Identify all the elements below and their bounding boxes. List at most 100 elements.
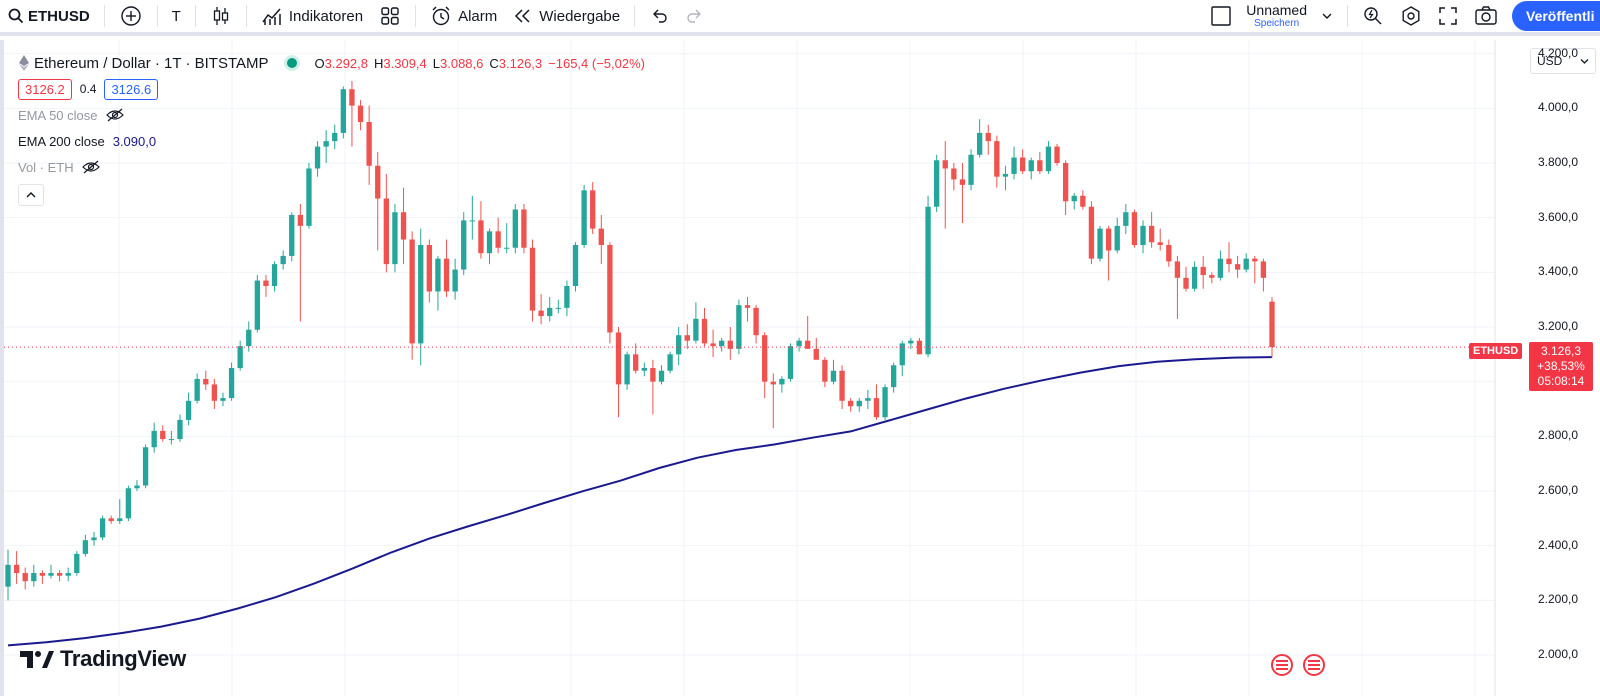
candle-body (684, 335, 690, 341)
candle-body (125, 488, 132, 519)
candle-bearish (873, 384, 880, 420)
candle-bearish (822, 357, 828, 388)
candle-body (349, 89, 355, 106)
bid-ask-row: 3126.2 0.4 3126.6 (18, 76, 645, 102)
candle-bullish (581, 184, 587, 248)
candle-body (959, 179, 966, 185)
candle-bullish (658, 365, 665, 385)
candle-bullish (796, 337, 802, 352)
collapse-legend-button[interactable] (18, 184, 44, 206)
us-event-flag-icon[interactable] (1271, 654, 1293, 676)
layout-menu-button[interactable] (1313, 0, 1341, 32)
quick-search-button[interactable] (1354, 0, 1392, 32)
interval-button[interactable]: T (164, 0, 189, 32)
plus-circle-icon (120, 6, 141, 26)
candle-bearish (650, 359, 656, 415)
buy-price-button[interactable]: 3126.6 (104, 78, 159, 100)
candle-body (160, 430, 166, 440)
candle-bearish (1200, 255, 1206, 289)
top-toolbar: ETHUSD T Indikatoren Alarm Wiedergabe Un… (0, 0, 1600, 36)
candle-bearish (727, 327, 733, 360)
candle-bearish (495, 217, 501, 254)
gear-icon (1402, 6, 1420, 26)
price-chart[interactable] (4, 40, 1600, 696)
candle-body (1028, 160, 1034, 172)
toolbar-right-group: Unnamed Speichern Veröffentli (1202, 0, 1600, 32)
candle-bullish (882, 384, 888, 420)
candle-bearish (1252, 255, 1258, 284)
layout-select-button[interactable] (1202, 0, 1240, 32)
layout-name[interactable]: Unnamed Speichern (1246, 3, 1307, 29)
candle-bearish (1183, 266, 1189, 292)
compare-symbol-button[interactable] (111, 0, 151, 32)
replay-label: Wiedergabe (539, 7, 621, 25)
redo-button[interactable] (677, 0, 713, 32)
alert-button[interactable]: Alarm (422, 0, 505, 32)
candle-bearish (1131, 209, 1138, 248)
candle-body (779, 378, 785, 385)
candle-body (701, 318, 708, 344)
candle-bullish (5, 549, 11, 601)
candle-body (246, 329, 252, 347)
candle-body (873, 398, 880, 418)
candle-body (478, 220, 484, 254)
candle-bullish (624, 351, 630, 390)
ema200-legend-row[interactable]: EMA 200 close 3.090,0 (18, 128, 645, 154)
candle-bearish (400, 187, 407, 265)
candle-body (400, 212, 407, 240)
publish-button[interactable]: Veröffentli (1512, 1, 1600, 31)
currency-select[interactable]: USD (1530, 48, 1596, 74)
settings-button[interactable] (1392, 0, 1430, 32)
symbol-search-button[interactable]: ETHUSD (0, 0, 98, 32)
candle-body (951, 168, 957, 180)
candle-bullish (925, 195, 931, 358)
sell-price-button[interactable]: 3126.2 (18, 78, 72, 100)
replay-button[interactable]: Wiedergabe (505, 0, 628, 32)
ema50-legend-row[interactable]: EMA 50 close (18, 102, 645, 128)
candle-body (461, 220, 467, 270)
symbol-title[interactable]: Ethereum / Dollar · 1T · BITSTAMP (34, 54, 269, 72)
candle-body (529, 247, 536, 311)
candle-body (693, 318, 699, 341)
candle-bearish (762, 332, 768, 399)
candle-bullish (392, 204, 398, 273)
candle-body (890, 365, 897, 388)
price-tick-label: 2.800,0 (1538, 428, 1579, 443)
volume-legend-row[interactable]: Vol · ETH (18, 154, 645, 180)
candle-bearish (409, 231, 415, 360)
candle-bullish (314, 141, 321, 177)
eye-hidden-icon[interactable] (81, 160, 100, 174)
candle-body (658, 370, 665, 382)
candle-bearish (22, 567, 28, 590)
candle-body (469, 220, 475, 222)
candle-bullish (908, 337, 914, 349)
candle-body (1269, 301, 1275, 348)
chart-pane[interactable]: Ethereum / Dollar · 1T · BITSTAMP O3.292… (0, 40, 1600, 696)
eye-hidden-icon[interactable] (105, 108, 124, 122)
candle-bearish (13, 551, 20, 584)
candle-bearish (607, 242, 613, 344)
price-tick-label: 3.600,0 (1538, 209, 1579, 224)
tradingview-logo[interactable]: TradingView (20, 646, 186, 672)
candle-bullish (220, 392, 226, 407)
us-event-flag-icon[interactable] (1303, 654, 1325, 676)
candle-bearish (529, 239, 536, 322)
candle-body (1226, 258, 1232, 265)
grid-icon (381, 7, 399, 25)
candle-body (1234, 264, 1241, 270)
candle-body (1148, 225, 1155, 243)
chevron-down-icon (1580, 58, 1589, 64)
candle-body (1037, 160, 1043, 172)
chart-type-button[interactable] (202, 0, 240, 32)
fullscreen-button[interactable] (1430, 0, 1466, 32)
layout-save-status: Speichern (1254, 18, 1300, 29)
toolbar-divider (156, 5, 158, 27)
candle-bullish (125, 485, 132, 522)
candle-body (753, 307, 759, 336)
indicators-button[interactable]: Indikatoren (253, 0, 371, 32)
snapshot-button[interactable] (1466, 0, 1506, 32)
candle-bullish (194, 373, 200, 404)
layouts-button[interactable] (371, 0, 409, 32)
volume-label: Vol · ETH (18, 159, 74, 175)
undo-button[interactable] (641, 0, 677, 32)
